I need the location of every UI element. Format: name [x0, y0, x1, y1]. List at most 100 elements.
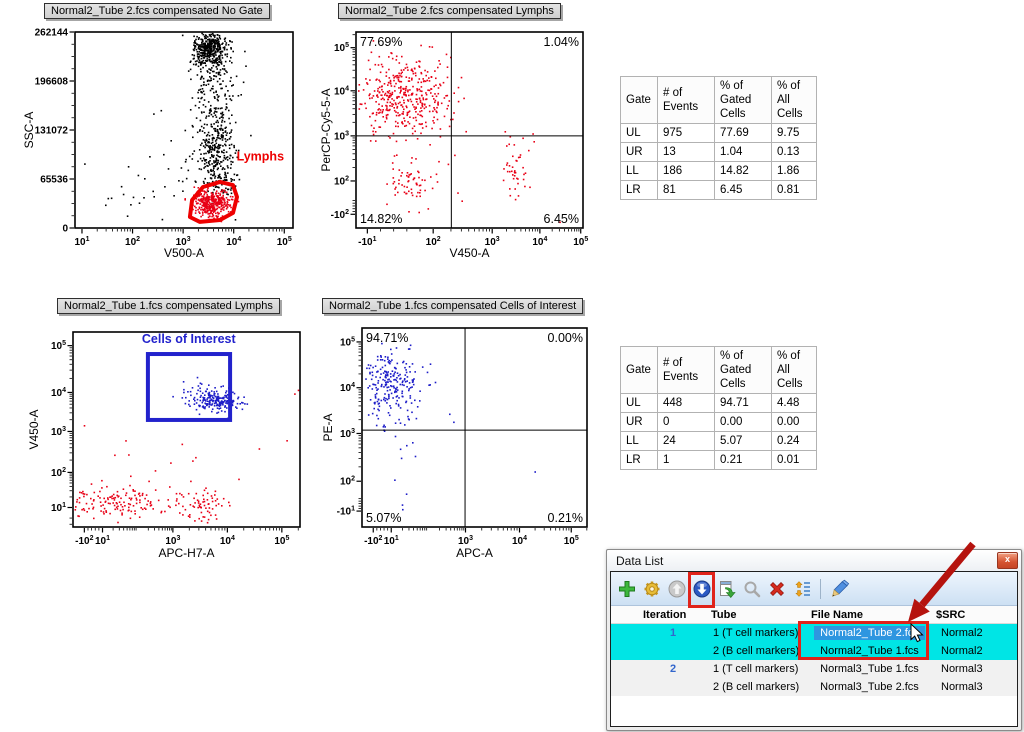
stats-cell: 1.86 [771, 161, 817, 181]
cell-tube[interactable]: 1 (T cell markers) [713, 663, 799, 675]
gate-label: Cells of Interest [142, 332, 237, 346]
stats-cell: 186 [657, 161, 715, 181]
svg-text:0: 0 [62, 224, 68, 235]
stats-cell: 94.71 [714, 393, 772, 413]
scatter-plot-ssc-vs-v500: 101 102 103 104 105 262144 196608 131072 65536 0 L… [22, 28, 294, 260]
svg-text:-101: -101 [358, 236, 376, 248]
edit-icon[interactable] [829, 578, 850, 599]
cell-iteration[interactable]: 1 [669, 627, 677, 639]
stats-cell: UR [620, 142, 658, 162]
cell-src[interactable]: Normal3 [941, 663, 983, 675]
svg-text:105: 105 [340, 336, 355, 348]
stats-cell: 4.48 [771, 393, 817, 413]
stats-cell: 6.45 [714, 180, 772, 200]
column-header[interactable]: File Name [811, 608, 863, 621]
svg-text:105: 105 [334, 42, 349, 54]
cell-file-wrap[interactable]: Normal3_Tube 2.fcs [807, 680, 932, 694]
data-list-row[interactable]: 2 (B cell markers) Normal2_Tube 1.fcs Norm… [611, 642, 1017, 660]
stats-cell: LR [620, 180, 658, 200]
close-icon[interactable]: x [997, 552, 1018, 569]
stats-row: LR 81 6.45 0.81 [620, 180, 817, 200]
move-up-icon[interactable] [666, 578, 687, 599]
stats-header-cell: Gate [620, 76, 658, 124]
x-axis-label: APC-H7-A [158, 546, 214, 560]
cell-filename[interactable]: Normal2_Tube 1.fcs [820, 645, 919, 657]
quadrant-stats-table-1: Gate # of Events% of Gated Cells% of All … [620, 76, 817, 200]
plot-title-cells-of-interest: Normal2_Tube 1.fcs compensated Cells of … [322, 298, 584, 314]
search-icon[interactable] [741, 578, 762, 599]
y-axis-label: PE-A [321, 413, 335, 441]
x-axis-label: V450-A [449, 246, 489, 260]
add-icon[interactable] [616, 578, 637, 599]
svg-text:102: 102 [51, 467, 66, 479]
stats-header-cell: % of All Cells [771, 76, 817, 124]
svg-text:262144: 262144 [35, 28, 69, 39]
cell-file-wrap[interactable]: Normal2_Tube 1.fcs [807, 644, 932, 658]
stats-cell: LL [620, 431, 658, 451]
data-list-rows: 1 1 (T cell markers) Normal2_Tube 2.fcs Nor… [611, 624, 1017, 696]
plot-title-lymphs: Normal2_Tube 2.fcs compensated Lymphs [338, 3, 561, 19]
svg-text:101: 101 [95, 535, 110, 547]
svg-text:104: 104 [532, 236, 547, 248]
svg-text:0.21%: 0.21% [548, 511, 583, 525]
cell-file-wrap[interactable]: Normal2_Tube 2.fcs [807, 626, 932, 640]
svg-text:-102: -102 [331, 209, 349, 221]
cell-src[interactable]: Normal2 [941, 645, 983, 657]
column-header[interactable]: Iteration [643, 608, 687, 621]
stats-cell: 975 [657, 123, 715, 143]
cell-file-wrap[interactable]: Normal3_Tube 1.fcs [807, 662, 932, 676]
cell-tube[interactable]: 1 (T cell markers) [713, 627, 799, 639]
svg-text:104: 104 [220, 535, 235, 547]
stats-row: LL 24 5.07 0.24 [620, 431, 817, 451]
quadrant-plot-pe-vs-apc: -102 101 103 104 105 105 104 103 102 -101 94.71% 0.… [321, 327, 588, 560]
stats-cell: LR [620, 450, 658, 470]
svg-text:104: 104 [512, 535, 527, 547]
cell-tube[interactable]: 2 (B cell markers) [713, 681, 800, 693]
cell-tube[interactable]: 2 (B cell markers) [713, 645, 800, 657]
stats-cell: 448 [657, 393, 715, 413]
stats-cell: 9.75 [771, 123, 817, 143]
cell-filename[interactable]: Normal3_Tube 1.fcs [820, 663, 919, 675]
column-header[interactable]: Tube [711, 608, 737, 621]
data-list-row[interactable]: 2 1 (T cell markers) Normal3_Tube 1.fcs Nor… [611, 660, 1017, 678]
y-axis-label: SSC-A [22, 112, 36, 149]
svg-text:1.04%: 1.04% [544, 35, 579, 49]
stats-cell: UL [620, 123, 658, 143]
svg-text:104: 104 [226, 236, 241, 248]
stats-cell: 1.04 [714, 142, 772, 162]
stats-cell: 5.07 [714, 431, 772, 451]
column-header[interactable]: $SRC [936, 608, 966, 621]
svg-text:131072: 131072 [35, 126, 69, 137]
stats-row: LL 186 14.82 1.86 [620, 161, 817, 181]
settings-icon[interactable] [641, 578, 662, 599]
data-list-row[interactable]: 2 (B cell markers) Normal3_Tube 2.fcs Norm… [611, 678, 1017, 696]
stats-header-cell: % of Gated Cells [714, 346, 772, 394]
cell-filename-selected[interactable]: Normal2_Tube 2.fcs [814, 626, 925, 640]
cell-src[interactable]: Normal2 [941, 627, 983, 639]
x-axis-label: V500-A [164, 246, 204, 260]
stats-row: UR 13 1.04 0.13 [620, 142, 817, 162]
svg-text:103: 103 [51, 426, 66, 438]
move-down-icon[interactable] [691, 578, 712, 599]
svg-text:102: 102 [334, 175, 349, 187]
svg-text:101: 101 [74, 236, 89, 248]
cell-iteration[interactable]: 2 [669, 663, 677, 675]
svg-text:94.71%: 94.71% [366, 331, 408, 345]
stats-cell: LL [620, 161, 658, 181]
quadrant-stats-table-2: Gate # of Events% of Gated Cells% of All … [620, 346, 817, 470]
y-axis-label: PerCP-Cy5-5-A [320, 88, 333, 171]
data-list-body: Iteration Tube File Name $SRC 1 1 (T cell ma… [610, 571, 1018, 727]
cell-src[interactable]: Normal3 [941, 681, 983, 693]
data-list-row[interactable]: 1 1 (T cell markers) Normal2_Tube 2.fcs Nor… [611, 624, 1017, 642]
svg-text:-102: -102 [364, 535, 382, 547]
cell-filename[interactable]: Normal3_Tube 2.fcs [820, 681, 919, 693]
reorder-icon[interactable] [791, 578, 812, 599]
delete-icon[interactable] [766, 578, 787, 599]
stats-cell: 81 [657, 180, 715, 200]
export-icon[interactable] [716, 578, 737, 599]
stats-row: UL 975 77.69 9.75 [620, 123, 817, 143]
data-list-titlebar[interactable]: Data List x [607, 550, 1021, 571]
stats-cell: 13 [657, 142, 715, 162]
